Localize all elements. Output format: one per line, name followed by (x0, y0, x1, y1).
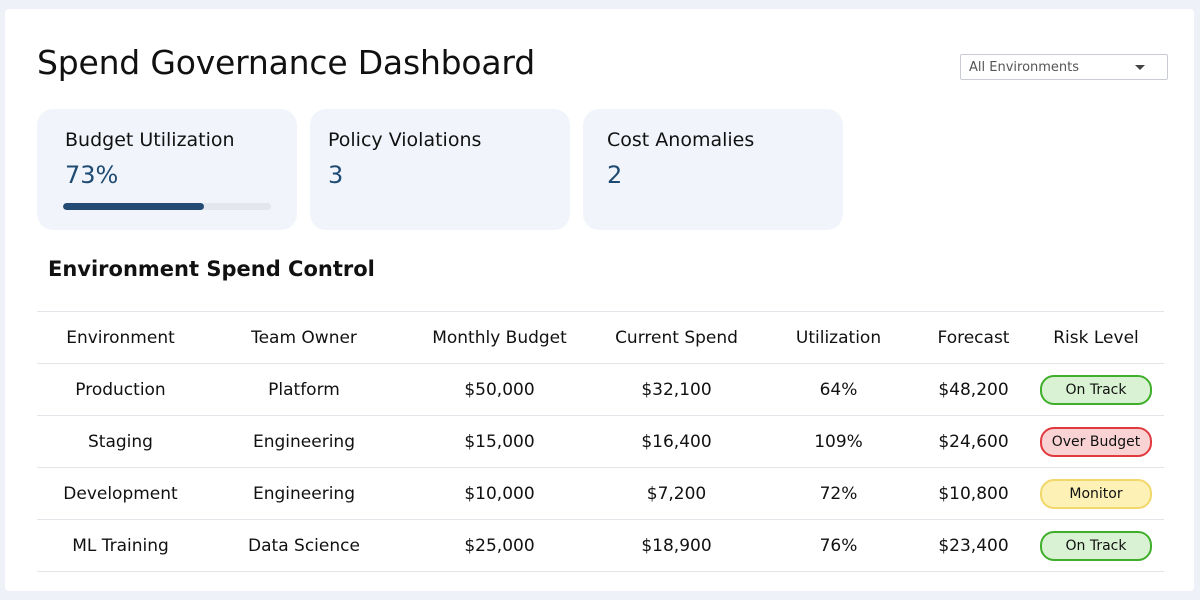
table-header-row: Environment Team Owner Monthly Budget Cu… (37, 311, 1164, 364)
risk-level-cell: On Track (1028, 363, 1164, 416)
column-header: Utilization (758, 311, 919, 364)
environment-cell: Development (37, 467, 204, 520)
budget-progress-bar (63, 203, 271, 210)
monthly-budget-cell: $50,000 (404, 363, 595, 416)
current-spend-cell: $18,900 (595, 519, 758, 572)
table-row[interactable]: Development Engineering $10,000 $7,200 7… (37, 467, 1164, 520)
team-owner-cell: Data Science (204, 519, 404, 572)
monthly-budget-cell: $10,000 (404, 467, 595, 520)
cost-anomalies-card: Cost Anomalies 2 (583, 109, 843, 230)
column-header: Risk Level (1028, 311, 1164, 364)
column-header: Environment (37, 311, 204, 364)
risk-badge[interactable]: On Track (1040, 530, 1152, 561)
forecast-cell: $23,400 (919, 519, 1028, 572)
card-value: 73% (65, 161, 119, 189)
table-row[interactable]: Production Platform $50,000 $32,100 64% … (37, 363, 1164, 416)
policy-violations-card: Policy Violations 3 (310, 109, 570, 230)
monthly-budget-cell: $15,000 (404, 415, 595, 468)
environment-select[interactable]: All Environments (960, 54, 1168, 80)
environment-cell: Staging (37, 415, 204, 468)
current-spend-cell: $16,400 (595, 415, 758, 468)
section-title: Environment Spend Control (48, 257, 375, 281)
budget-progress-fill (63, 203, 205, 210)
card-value: 2 (607, 161, 623, 189)
utilization-cell: 72% (758, 467, 919, 520)
utilization-cell: 76% (758, 519, 919, 572)
card-label: Budget Utilization (65, 129, 235, 151)
utilization-cell: 109% (758, 415, 919, 468)
environment-select-value: All Environments (969, 60, 1080, 75)
risk-badge[interactable]: Over Budget (1040, 426, 1152, 457)
team-owner-cell: Platform (204, 363, 404, 416)
current-spend-cell: $7,200 (595, 467, 758, 520)
column-header: Forecast (919, 311, 1028, 364)
chevron-down-icon (1135, 65, 1145, 70)
monthly-budget-cell: $25,000 (404, 519, 595, 572)
budget-utilization-card: Budget Utilization 73% (37, 109, 297, 230)
card-label: Policy Violations (328, 129, 482, 151)
table-row[interactable]: ML Training Data Science $25,000 $18,900… (37, 519, 1164, 572)
risk-level-cell: Over Budget (1028, 415, 1164, 468)
team-owner-cell: Engineering (204, 467, 404, 520)
forecast-cell: $24,600 (919, 415, 1028, 468)
card-value: 3 (328, 161, 344, 189)
column-header: Team Owner (204, 311, 404, 364)
risk-level-cell: Monitor (1028, 467, 1164, 520)
environment-cell: ML Training (37, 519, 204, 572)
forecast-cell: $48,200 (919, 363, 1028, 416)
current-spend-cell: $32,100 (595, 363, 758, 416)
dashboard-panel: Spend Governance Dashboard All Environme… (5, 9, 1194, 591)
environment-spend-table: Environment Team Owner Monthly Budget Cu… (37, 311, 1164, 572)
risk-badge[interactable]: Monitor (1040, 478, 1152, 509)
column-header: Monthly Budget (404, 311, 595, 364)
utilization-cell: 64% (758, 363, 919, 416)
risk-badge[interactable]: On Track (1040, 374, 1152, 405)
environment-cell: Production (37, 363, 204, 416)
risk-level-cell: On Track (1028, 519, 1164, 572)
team-owner-cell: Engineering (204, 415, 404, 468)
table-row[interactable]: Staging Engineering $15,000 $16,400 109%… (37, 415, 1164, 468)
forecast-cell: $10,800 (919, 467, 1028, 520)
card-label: Cost Anomalies (607, 129, 755, 151)
column-header: Current Spend (595, 311, 758, 364)
page-title: Spend Governance Dashboard (37, 43, 535, 82)
